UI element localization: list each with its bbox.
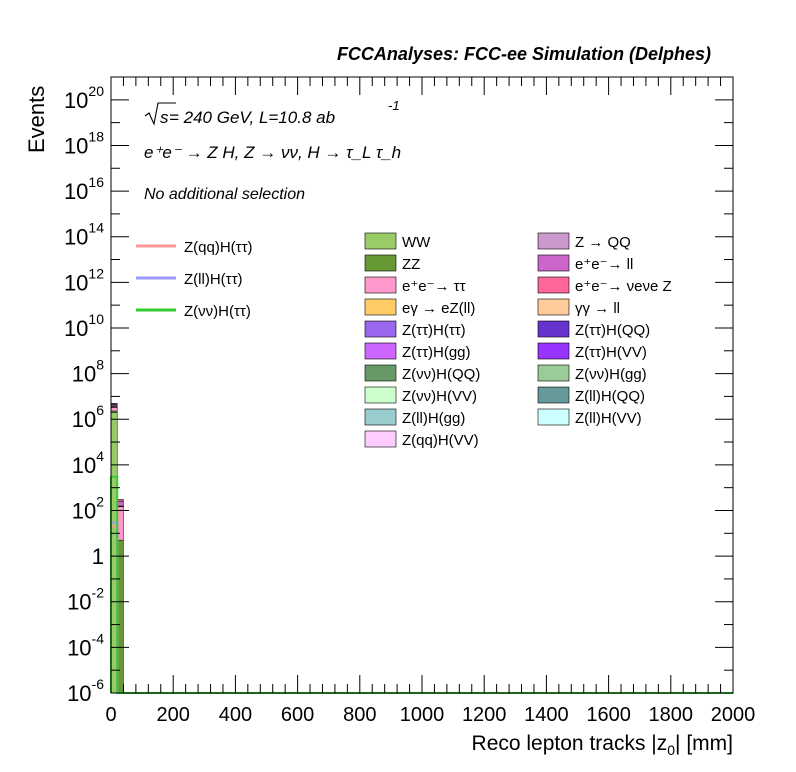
signal-line-1 (110, 521, 733, 694)
legend-swatch (364, 364, 397, 382)
y-axis-label: Events (24, 86, 49, 153)
selection-annotation: No additional selection (144, 186, 305, 203)
legend-stack: WW ZZ e⁺e⁻→ ττ eγ → eZ(ll) Z(ττ)H(ττ) Z(ττ)H(… (364, 232, 672, 449)
legend-label: Z(νν)H(VV) (402, 388, 477, 405)
y-tick-label: 1014 (64, 220, 104, 250)
y-tick-label: 1012 (64, 265, 104, 295)
legend-swatch (364, 254, 397, 272)
signal-lines (110, 475, 733, 694)
legend-label: Z(νν)H(gg) (575, 366, 647, 383)
legend-swatch (537, 386, 570, 404)
x-tick-label: 1800 (649, 704, 694, 726)
legend-swatch (364, 430, 397, 448)
y-tick-label: 102 (72, 493, 104, 523)
legend-label: Z(νν)H(QQ) (402, 366, 480, 383)
plot-frame (110, 76, 734, 694)
y-tick-label: 1018 (64, 128, 104, 158)
legend-label: Z(ττ)H(QQ) (575, 322, 650, 339)
y-tick-label: 1016 (64, 174, 104, 204)
legend-label: eγ → eZ(ll) (402, 300, 475, 317)
chart-title: FCCAnalyses: FCC-ee Simulation (Delphes) (337, 44, 711, 64)
x-tick-label: 1200 (462, 704, 507, 726)
stack-bars (110, 403, 124, 694)
legend-swatch (537, 320, 570, 338)
legend-label: WW (402, 234, 431, 251)
energy-prefix: s (160, 108, 169, 127)
energy-annotation: s = 240 GeV, L=10.8 ab -1 (144, 98, 400, 127)
y-tick-label: 10-4 (67, 630, 104, 660)
energy-exponent: -1 (388, 98, 400, 113)
legend-swatch (537, 342, 570, 360)
legend-swatch (364, 386, 397, 404)
legend-label: Z(ττ)H(ττ) (402, 322, 466, 339)
x-tick-label: 200 (157, 704, 190, 726)
y-tick-label: 1010 (64, 311, 104, 341)
bar-18-bin-0 (110, 403, 118, 405)
legend-swatch (364, 408, 397, 426)
bar-2-bin-0 (110, 407, 118, 412)
x-axis-ticks: 0 200 400 600 800 1000 1200 1400 1600 1800 2000 (105, 77, 755, 726)
y-tick-label: 108 (72, 357, 104, 387)
legend-label: Z(ll)H(gg) (402, 410, 465, 427)
legend-label: e⁺e⁻→ ττ (402, 278, 466, 295)
x-tick-label: 0 (105, 704, 116, 726)
legend-signal-label: Z(ll)H(ττ) (184, 271, 243, 288)
legend-swatch (537, 276, 570, 294)
x-tick-label: 2000 (711, 704, 756, 726)
legend-label: Z(ττ)H(gg) (402, 344, 471, 361)
legend-label: Z(ll)H(QQ) (575, 388, 645, 405)
legend-signal-label: Z(νν)H(ττ) (184, 303, 251, 320)
x-tick-label: 1600 (586, 704, 631, 726)
legend-swatch (364, 320, 397, 338)
legend-label: e⁺e⁻→ ll (575, 256, 633, 273)
legend-swatch (537, 254, 570, 272)
y-tick-label: 10-2 (67, 585, 104, 615)
legend-signal-label: Z(qq)H(ττ) (184, 239, 253, 256)
legend-label: Z(qq)H(VV) (402, 432, 479, 449)
legend-swatch (364, 298, 397, 316)
y-axis-ticks: 10-6 10-4 10-2 1 102 104 106 108 1010 1012 1014 101… (64, 76, 733, 706)
legend-label: Z → QQ (575, 234, 631, 251)
legend-label: e⁺e⁻→ νeνe Z (575, 278, 672, 295)
x-tick-label: 1000 (400, 704, 445, 726)
legend-swatch (364, 342, 397, 360)
legend-swatch (364, 276, 397, 294)
legend-swatch (537, 364, 570, 382)
legend-swatch (537, 298, 570, 316)
process-annotation: e⁺e⁻ → Z H, Z → νν, H → τ_L τ_h (144, 143, 401, 162)
x-tick-label: 400 (219, 704, 252, 726)
x-axis-label: Reco lepton tracks |z0| [mm] (472, 732, 733, 758)
legend-swatch (537, 408, 570, 426)
energy-text: = 240 GeV, L=10.8 ab (169, 108, 335, 127)
y-tick-label: 1020 (64, 83, 104, 113)
legend-swatch (537, 232, 570, 250)
legend-label: Z(ll)H(VV) (575, 410, 642, 427)
y-tick-label: 104 (72, 448, 104, 478)
x-tick-label: 800 (343, 704, 376, 726)
legend-signals: Z(qq)H(ττ) Z(ll)H(ττ) Z(νν)H(ττ) (136, 239, 253, 320)
x-tick-label: 600 (281, 704, 314, 726)
y-tick-label: 106 (72, 402, 104, 432)
sqrt-sign (144, 102, 176, 126)
y-tick-label: 1 (92, 544, 104, 569)
legend-label: γγ → ll (575, 300, 620, 317)
signal-line-2 (110, 475, 733, 694)
legend-swatch (364, 232, 397, 250)
legend-label: ZZ (402, 256, 420, 273)
signal-line-0 (110, 525, 733, 694)
y-tick-label: 10-6 (67, 676, 104, 706)
legend-label: Z(ττ)H(VV) (575, 344, 647, 361)
x-tick-label: 1400 (524, 704, 569, 726)
